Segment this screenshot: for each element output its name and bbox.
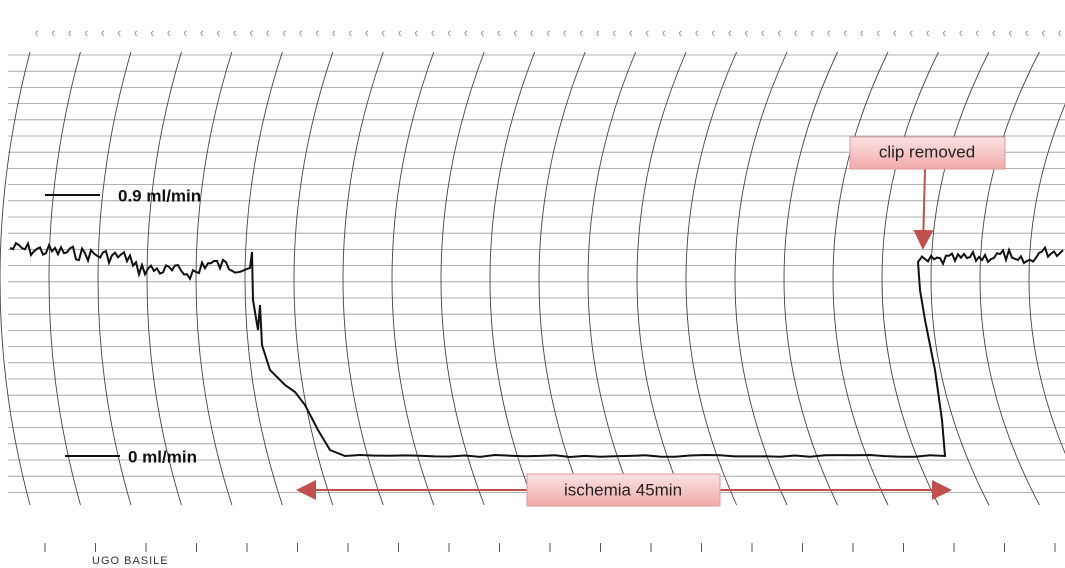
grid-arc [342,51,384,506]
top-mark [266,30,270,37]
brand-label: UGO BASILE [92,555,169,567]
top-mark [580,30,583,37]
top-mark [877,30,880,37]
grid-arc [734,51,788,506]
grid-arc [0,51,31,506]
top-mark [497,30,501,37]
top-mark [283,30,286,37]
top-mark [959,30,963,37]
ischemia-box [526,473,721,507]
top-mark [233,30,237,37]
paper-grid [0,30,1065,552]
grid-arc [97,51,132,506]
top-mark [761,30,765,37]
top-mark [745,30,748,37]
top-mark [167,30,171,37]
top-mark [844,30,847,37]
scale-label-high: 0.9 ml/min [118,186,201,205]
top-mark [1042,30,1045,37]
top-mark [85,30,88,37]
top-mark [217,30,220,37]
top-mark [547,30,550,37]
top-mark [365,30,369,37]
grid-arc [930,51,990,506]
grid-arc [783,51,838,506]
top-mark [679,30,682,37]
top-mark [943,30,946,37]
top-mark [52,30,55,37]
top-mark [118,30,121,37]
top-mark [35,30,39,37]
top-mark [1025,30,1029,37]
top-mark [151,30,154,37]
top-mark [728,30,732,37]
flow-trace [9,240,1064,459]
top-mark [992,30,996,37]
grid-arc [538,51,586,506]
top-mark [613,30,616,37]
top-mark [629,30,633,37]
grid-arc [1028,103,1065,454]
top-mark [530,30,534,37]
top-mark [250,30,253,37]
top-mark [893,30,897,37]
top-mark [349,30,352,37]
grid-arc [146,51,182,506]
clip-arrow [913,168,934,250]
top-mark [646,30,649,37]
top-mark [68,30,72,37]
top-mark [794,30,798,37]
grid-arc [685,51,737,506]
top-mark [1009,30,1012,37]
top-mark [860,30,864,37]
grid-arc [195,51,233,506]
clip-box [849,136,1006,170]
top-mark [464,30,468,37]
grid-arc [391,51,435,506]
top-mark [134,30,138,37]
top-mark [415,30,418,37]
top-mark [596,30,600,37]
grid-arc [48,51,81,506]
top-mark [662,30,666,37]
top-mark [827,30,831,37]
top-mark [200,30,204,37]
grid-arc [832,51,889,506]
grid-arc [244,51,283,506]
grid-arc [979,51,1040,506]
top-mark [514,30,517,37]
top-mark [811,30,814,37]
top-mark [299,30,303,37]
top-mark [976,30,979,37]
top-mark [101,30,105,37]
grid-arc [636,51,687,506]
top-mark [448,30,451,37]
ischemia-label: ischemia 45min [564,480,682,499]
top-mark [712,30,715,37]
top-mark [431,30,435,37]
top-mark [332,30,336,37]
grid-arc [587,51,637,506]
top-mark [1058,30,1062,37]
grid-arc [489,51,536,506]
clip-label: clip removed [879,142,975,161]
top-mark [382,30,385,37]
grid-arc [293,51,334,506]
grid-arc [440,51,485,506]
top-mark [184,30,187,37]
top-mark [778,30,781,37]
top-mark [398,30,402,37]
top-mark [481,30,484,37]
top-mark [316,30,319,37]
top-mark [910,30,913,37]
top-mark [926,30,930,37]
top-mark [563,30,567,37]
scale-label-zero: 0 ml/min [128,447,197,466]
grid-arc [881,51,939,506]
top-mark [695,30,699,37]
